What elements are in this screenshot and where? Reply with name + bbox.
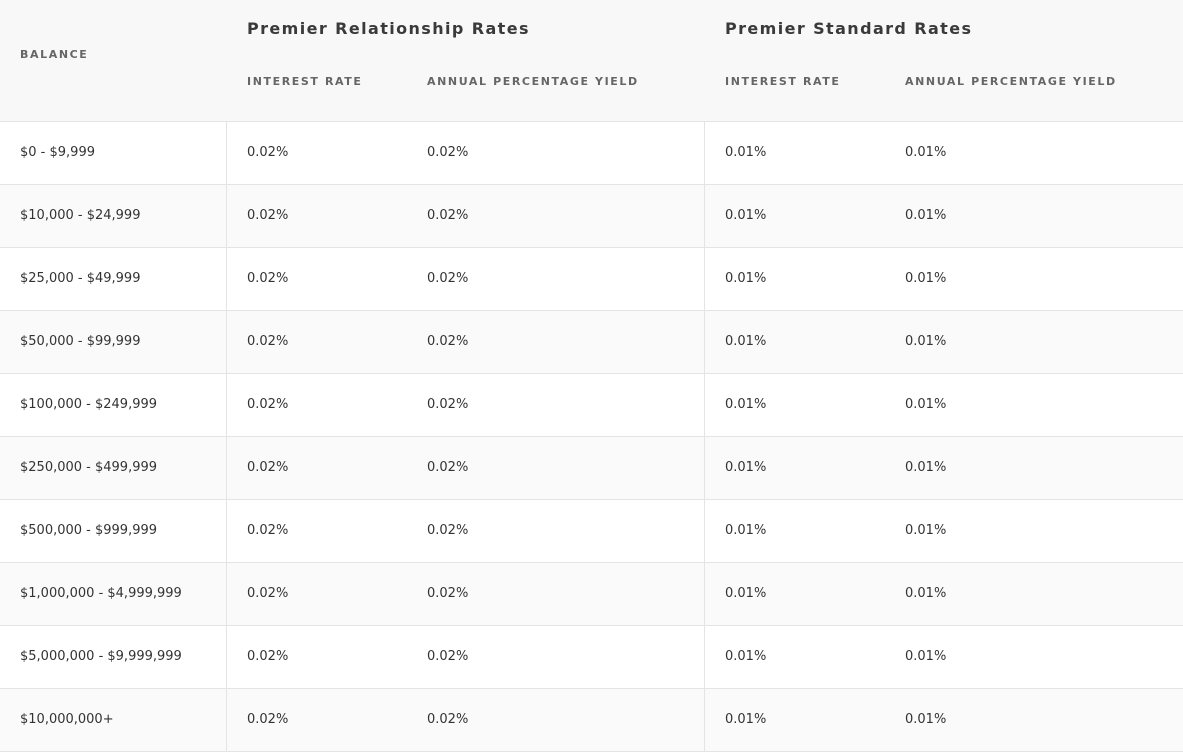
relationship-interest-rate-cell: 0.02% [247, 586, 289, 601]
relationship-interest-rate-cell: 0.02% [247, 334, 289, 349]
balance-cell: $10,000 - $24,999 [20, 208, 141, 223]
table-row: $500,000 - $999,999 0.02% 0.02% 0.01% 0.… [0, 500, 1183, 563]
standard-apy-header: ANNUAL PERCENTAGE YIELD [905, 75, 1117, 88]
balance-cell: $1,000,000 - $4,999,999 [20, 586, 182, 601]
relationship-apy-cell: 0.02% [427, 271, 469, 286]
table-row: $250,000 - $499,999 0.02% 0.02% 0.01% 0.… [0, 437, 1183, 500]
table-row: $100,000 - $249,999 0.02% 0.02% 0.01% 0.… [0, 374, 1183, 437]
relationship-interest-rate-cell: 0.02% [247, 649, 289, 664]
relationship-apy-cell: 0.02% [427, 208, 469, 223]
relationship-apy-cell: 0.02% [427, 334, 469, 349]
standard-interest-rate-cell: 0.01% [725, 523, 767, 538]
relationship-apy-header: ANNUAL PERCENTAGE YIELD [427, 75, 639, 88]
relationship-apy-cell: 0.02% [427, 460, 469, 475]
relationship-interest-rate-cell: 0.02% [247, 523, 289, 538]
standard-apy-cell: 0.01% [905, 334, 947, 349]
table-row: $10,000,000+ 0.02% 0.02% 0.01% 0.01% [0, 689, 1183, 752]
table-row: $50,000 - $99,999 0.02% 0.02% 0.01% 0.01… [0, 311, 1183, 374]
relationship-apy-cell: 0.02% [427, 145, 469, 160]
balance-cell: $5,000,000 - $9,999,999 [20, 649, 182, 664]
relationship-apy-cell: 0.02% [427, 523, 469, 538]
standard-apy-cell: 0.01% [905, 271, 947, 286]
standard-apy-cell: 0.01% [905, 586, 947, 601]
standard-interest-rate-header: INTEREST RATE [725, 75, 841, 88]
column-divider [704, 122, 705, 752]
relationship-interest-rate-cell: 0.02% [247, 712, 289, 727]
standard-interest-rate-cell: 0.01% [725, 208, 767, 223]
relationship-interest-rate-header: INTEREST RATE [247, 75, 363, 88]
table-row: $1,000,000 - $4,999,999 0.02% 0.02% 0.01… [0, 563, 1183, 626]
table-row: $25,000 - $49,999 0.02% 0.02% 0.01% 0.01… [0, 248, 1183, 311]
relationship-interest-rate-cell: 0.02% [247, 208, 289, 223]
balance-column-header: BALANCE [20, 48, 89, 61]
standard-apy-cell: 0.01% [905, 523, 947, 538]
standard-apy-cell: 0.01% [905, 145, 947, 160]
standard-interest-rate-cell: 0.01% [725, 649, 767, 664]
balance-cell: $25,000 - $49,999 [20, 271, 141, 286]
standard-apy-cell: 0.01% [905, 397, 947, 412]
balance-cell: $100,000 - $249,999 [20, 397, 158, 412]
standard-rates-title: Premier Standard Rates [725, 19, 973, 38]
balance-cell: $10,000,000+ [20, 712, 114, 727]
balance-cell: $50,000 - $99,999 [20, 334, 141, 349]
standard-interest-rate-cell: 0.01% [725, 460, 767, 475]
standard-apy-cell: 0.01% [905, 460, 947, 475]
column-divider [226, 122, 227, 752]
relationship-apy-cell: 0.02% [427, 712, 469, 727]
standard-interest-rate-cell: 0.01% [725, 145, 767, 160]
standard-apy-cell: 0.01% [905, 208, 947, 223]
table-row: $0 - $9,999 0.02% 0.02% 0.01% 0.01% [0, 122, 1183, 185]
relationship-apy-cell: 0.02% [427, 397, 469, 412]
relationship-interest-rate-cell: 0.02% [247, 145, 289, 160]
balance-cell: $250,000 - $499,999 [20, 460, 158, 475]
relationship-interest-rate-cell: 0.02% [247, 397, 289, 412]
standard-interest-rate-cell: 0.01% [725, 334, 767, 349]
standard-interest-rate-cell: 0.01% [725, 712, 767, 727]
relationship-apy-cell: 0.02% [427, 649, 469, 664]
standard-interest-rate-cell: 0.01% [725, 271, 767, 286]
balance-cell: $0 - $9,999 [20, 145, 95, 160]
table-body: $0 - $9,999 0.02% 0.02% 0.01% 0.01% $10,… [0, 122, 1183, 752]
balance-cell: $500,000 - $999,999 [20, 523, 158, 538]
relationship-interest-rate-cell: 0.02% [247, 460, 289, 475]
table-header: BALANCE Premier Relationship Rates INTER… [0, 0, 1183, 122]
relationship-interest-rate-cell: 0.02% [247, 271, 289, 286]
table-row: $5,000,000 - $9,999,999 0.02% 0.02% 0.01… [0, 626, 1183, 689]
standard-interest-rate-cell: 0.01% [725, 586, 767, 601]
relationship-rates-title: Premier Relationship Rates [247, 19, 530, 38]
standard-apy-cell: 0.01% [905, 649, 947, 664]
table-row: $10,000 - $24,999 0.02% 0.02% 0.01% 0.01… [0, 185, 1183, 248]
standard-apy-cell: 0.01% [905, 712, 947, 727]
relationship-apy-cell: 0.02% [427, 586, 469, 601]
standard-interest-rate-cell: 0.01% [725, 397, 767, 412]
